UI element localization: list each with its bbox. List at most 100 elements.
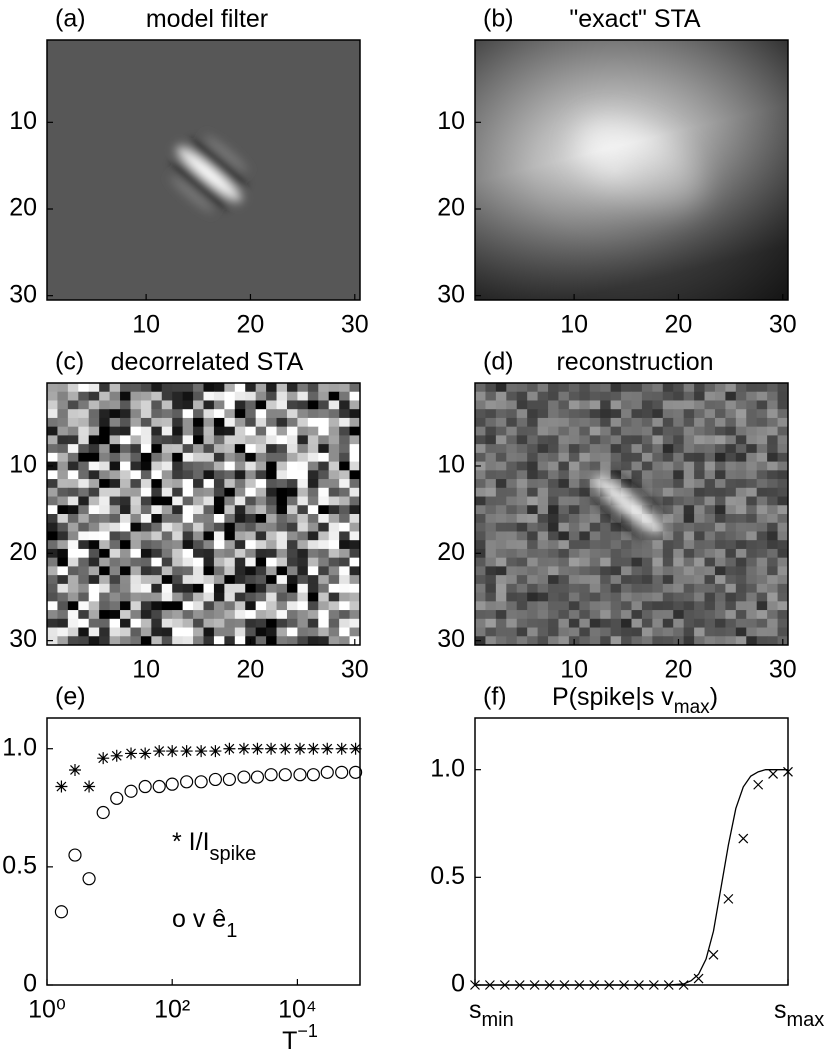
image-cell xyxy=(725,583,737,594)
image-cell xyxy=(495,592,507,602)
image-cell xyxy=(161,496,173,506)
image-cell xyxy=(746,566,758,576)
image-cell xyxy=(286,391,298,401)
image-cell xyxy=(47,601,58,611)
image-cell xyxy=(109,531,121,541)
image-cell xyxy=(589,566,601,576)
image-cell xyxy=(631,566,643,576)
image-cell xyxy=(120,452,131,463)
image-cell xyxy=(88,592,100,602)
image-cell xyxy=(725,479,737,489)
image-cell xyxy=(506,383,518,393)
image-cell xyxy=(475,435,486,445)
image-cell xyxy=(558,461,570,471)
image-cell xyxy=(673,452,685,463)
image-cell xyxy=(318,383,330,393)
image-cell xyxy=(548,531,559,541)
image-cell xyxy=(746,479,758,489)
x-tick-label: 30 xyxy=(341,656,369,684)
image-cell xyxy=(120,461,131,471)
image-cell xyxy=(276,426,288,436)
image-cell xyxy=(683,391,695,401)
image-cell xyxy=(767,391,779,401)
image-cell xyxy=(537,444,549,454)
image-cell xyxy=(245,610,257,620)
x-tick-label: smin xyxy=(469,996,514,1032)
image-cell xyxy=(140,575,152,585)
image-cell xyxy=(568,540,580,550)
marker xyxy=(514,980,525,990)
image-cell xyxy=(641,435,653,445)
image-cell xyxy=(579,383,591,393)
image-cell xyxy=(527,435,539,445)
image-cell xyxy=(495,391,507,401)
image-cell xyxy=(99,426,111,436)
marker xyxy=(529,980,540,990)
image-cell xyxy=(641,505,653,515)
image-cell xyxy=(307,522,319,532)
image-cell xyxy=(266,496,278,506)
image-cell xyxy=(47,531,58,541)
image-cell xyxy=(589,618,601,629)
image-cell xyxy=(652,540,664,550)
image-cell xyxy=(527,636,539,645)
image-cell xyxy=(662,496,674,506)
image-cell xyxy=(475,417,486,428)
image-cell xyxy=(683,505,695,515)
image-cell xyxy=(213,479,225,489)
panel-title: "exact" STA xyxy=(569,5,701,33)
image-cell xyxy=(67,583,79,594)
image-cell xyxy=(558,627,570,637)
image-cell xyxy=(339,470,351,480)
image-cell xyxy=(276,548,288,559)
image-cell xyxy=(328,461,340,471)
image-cell xyxy=(78,470,90,480)
image-cell xyxy=(777,479,788,489)
image-cell xyxy=(193,444,204,454)
image-cell xyxy=(318,531,330,541)
image-cell xyxy=(694,487,706,498)
image-cell xyxy=(297,417,309,428)
y-tick-label: 30 xyxy=(437,280,465,308)
image-cell xyxy=(673,601,685,611)
image-cell xyxy=(130,435,142,445)
image-cell xyxy=(631,592,643,602)
image-cell xyxy=(161,522,173,532)
image-cell xyxy=(673,461,685,471)
image-cell xyxy=(683,461,695,471)
image-cell xyxy=(286,601,298,611)
image-cell xyxy=(777,566,788,576)
image-cell xyxy=(255,461,267,471)
image-cell xyxy=(673,383,685,393)
image-cell xyxy=(746,514,758,524)
image-cell xyxy=(339,417,351,428)
image-cell xyxy=(203,583,215,594)
stripe xyxy=(170,175,214,213)
image-cell xyxy=(652,592,664,602)
image-cell xyxy=(67,618,79,629)
image-cell xyxy=(694,592,706,602)
image-cell xyxy=(610,601,622,611)
image-cell xyxy=(224,391,236,401)
image-cell xyxy=(172,531,184,541)
image-cell xyxy=(621,435,632,445)
image-cell xyxy=(548,618,559,629)
image-cell xyxy=(746,487,758,498)
image-cell xyxy=(213,522,225,532)
image-cell xyxy=(673,575,685,585)
image-cell xyxy=(485,548,497,559)
image-cell xyxy=(537,435,549,445)
x-label-text: T xyxy=(282,1027,297,1055)
image-cell xyxy=(276,409,288,419)
image-cell xyxy=(652,636,664,645)
image-cell xyxy=(704,470,716,480)
image-cell xyxy=(485,461,497,471)
marker xyxy=(195,745,208,758)
image-cell xyxy=(286,548,298,559)
image-cell xyxy=(318,514,330,524)
image-cell xyxy=(631,435,643,445)
image-cell xyxy=(203,566,215,576)
image-cell xyxy=(286,479,298,489)
image-cell xyxy=(266,514,278,524)
image-cell xyxy=(662,610,674,620)
